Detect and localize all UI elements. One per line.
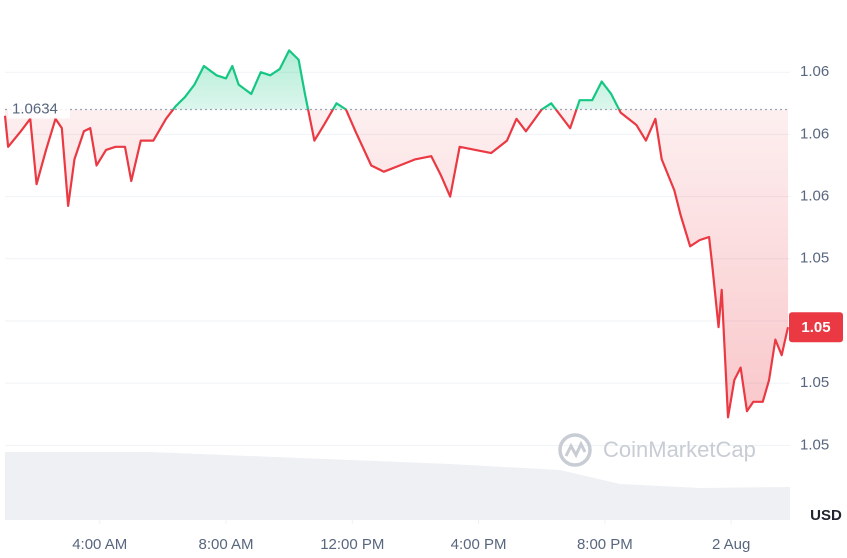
baseline-label-bg bbox=[8, 98, 70, 119]
x-tick-label: 2 Aug bbox=[712, 536, 750, 553]
current-price-label: 1.05 bbox=[801, 319, 830, 336]
volume-band bbox=[5, 452, 790, 520]
y-tick-label: 1.05 bbox=[800, 436, 829, 453]
unit-label: USD bbox=[810, 507, 842, 524]
watermark-text: CoinMarketCap bbox=[603, 437, 756, 462]
price-area bbox=[5, 50, 788, 418]
y-tick-label: 1.06 bbox=[800, 188, 829, 205]
x-tick-label: 4:00 PM bbox=[451, 536, 507, 553]
x-tick-label: 12:00 PM bbox=[320, 536, 384, 553]
x-tick-label: 8:00 PM bbox=[577, 536, 633, 553]
x-tick-label: 4:00 AM bbox=[72, 536, 127, 553]
y-tick-label: 1.06 bbox=[800, 125, 829, 142]
y-tick-label: 1.05 bbox=[800, 374, 829, 391]
y-tick-label: 1.05 bbox=[800, 250, 829, 267]
price-line bbox=[3, 49, 790, 419]
series bbox=[3, 49, 790, 419]
x-tick-label: 8:00 AM bbox=[198, 536, 253, 553]
current-price-badge bbox=[789, 312, 843, 343]
y-tick-label: 1.06 bbox=[800, 63, 829, 80]
watermark: CoinMarketCap bbox=[558, 433, 756, 467]
baseline-label: 1.0634 bbox=[12, 100, 58, 117]
